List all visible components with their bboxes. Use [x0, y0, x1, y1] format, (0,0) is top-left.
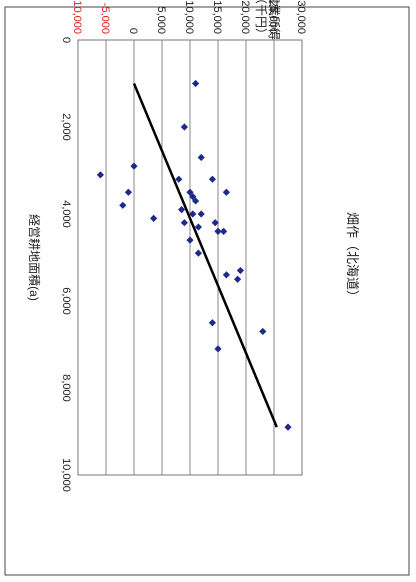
trend-line [132, 83, 278, 428]
x-tick-label: 0 [60, 37, 72, 43]
y-tick-label: 0 [127, 28, 139, 34]
y-tick-label: 30,000 [295, 0, 307, 34]
y-tick-label: -5,000 [99, 3, 111, 34]
data-point [214, 345, 222, 353]
data-point [186, 236, 194, 244]
data-point [178, 206, 186, 214]
x-tick-label: 10,000 [60, 458, 72, 492]
y-axis-tick-labels: 30,000 25,000 20,000 15,000 10,000 5,000 0 -5,0… [71, 0, 307, 34]
data-point [222, 271, 230, 279]
y-tick-label: 20,000 [239, 0, 251, 34]
y-axis-label-line-2: （千円） [254, 0, 268, 40]
data-point [150, 214, 158, 222]
data-point [211, 219, 219, 227]
data-point [96, 171, 104, 179]
data-points [96, 79, 292, 431]
y-tick-label: 15,000 [211, 0, 223, 34]
plot-area [77, 39, 303, 476]
data-point [284, 423, 292, 431]
data-point [189, 210, 197, 218]
data-point [186, 188, 194, 196]
data-point [234, 275, 242, 283]
data-point [192, 79, 200, 88]
data-point [119, 201, 127, 209]
data-point [194, 249, 202, 257]
data-point [236, 266, 244, 275]
x-tick-label: 6,000 [60, 287, 72, 315]
data-point [222, 188, 230, 196]
data-point [208, 175, 216, 183]
data-point [214, 227, 222, 235]
page-border [4, 6, 410, 576]
y-tick-label: 5,000 [155, 6, 167, 34]
x-axis-label: 経営耕地面積(a) [27, 214, 42, 301]
chart-title: 畑作（北海道） [345, 212, 360, 303]
data-point [175, 175, 183, 183]
data-point [220, 227, 228, 235]
x-tick-label: 2,000 [60, 113, 72, 141]
data-point [130, 162, 138, 170]
data-point [180, 123, 188, 131]
data-point [197, 153, 205, 162]
x-tick-label: 8,000 [60, 374, 72, 402]
y-axis-label-line-1: 農業所得 [267, 0, 282, 40]
x-axis-tick-labels: 0 2,000 4,000 6,000 8,000 10,000 [60, 37, 72, 492]
rotated-chart: 30,000 25,000 20,000 15,000 10,000 5,000 0 -5,0… [27, 0, 360, 492]
data-point [124, 188, 132, 196]
y-tick-label: -10,000 [71, 0, 83, 34]
y-tick-label: 10,000 [183, 0, 195, 34]
y-tick-label: 25,000 [267, 0, 279, 34]
data-point [180, 219, 188, 227]
data-point [194, 223, 202, 231]
data-point [197, 210, 205, 218]
x-tick-label: 4,000 [60, 200, 72, 228]
data-point [208, 319, 216, 327]
